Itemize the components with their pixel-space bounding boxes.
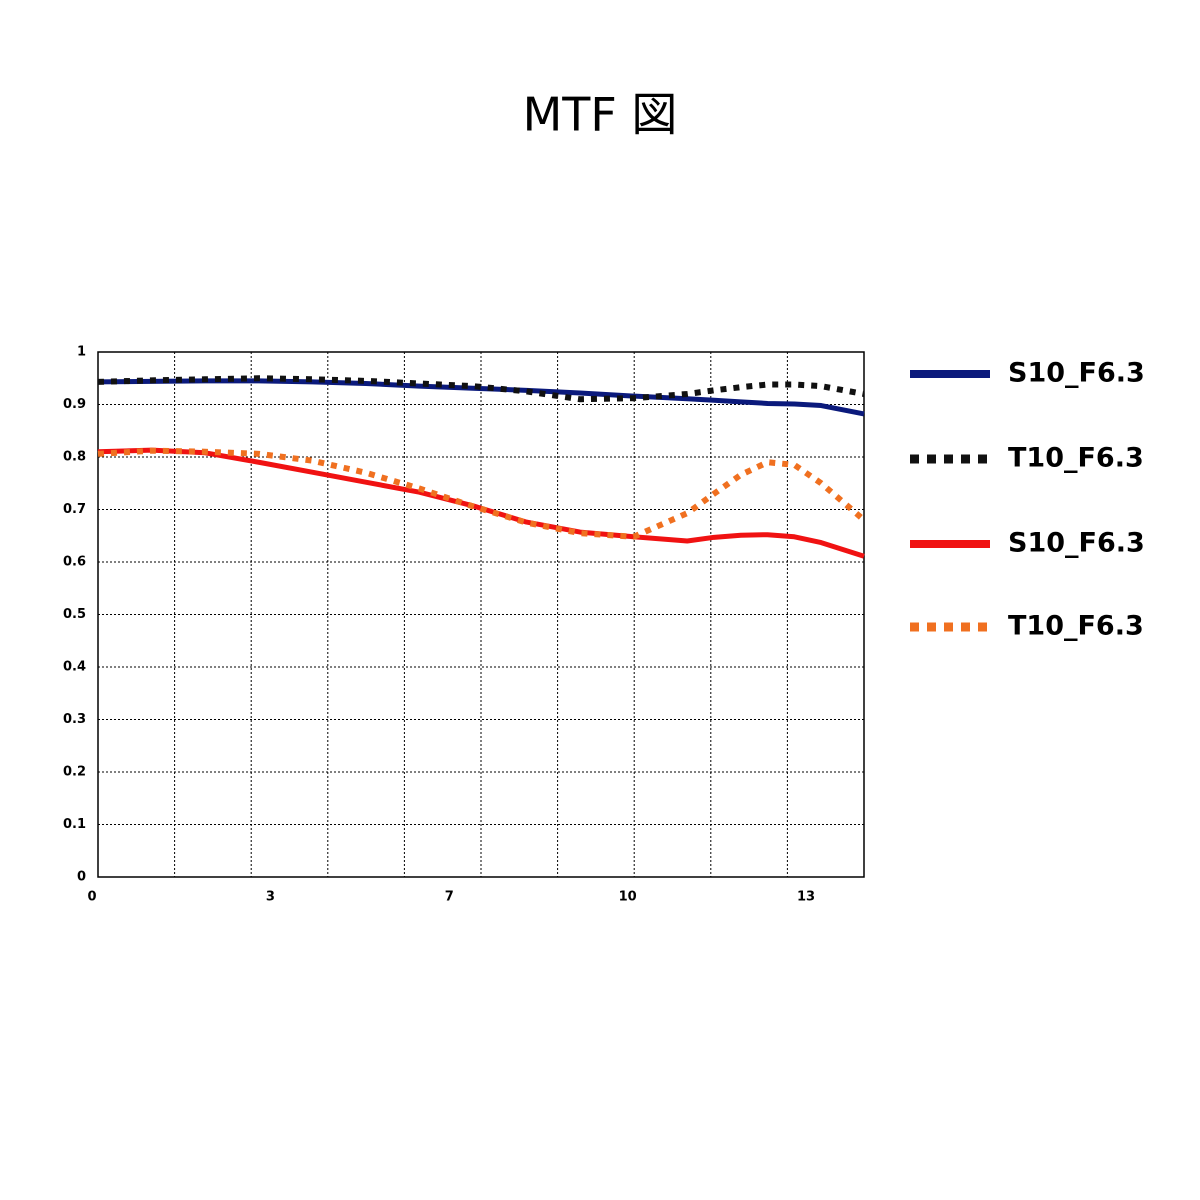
y-tick-label: 0.7 bbox=[63, 502, 86, 517]
legend-label: T10_F6.3 bbox=[1008, 443, 1144, 474]
legend-label: T10_F6.3 bbox=[1008, 611, 1144, 642]
legend-label: S10_F6.3 bbox=[1008, 358, 1145, 389]
y-tick-label: 0.3 bbox=[63, 712, 86, 727]
legend-label: S10_F6.3 bbox=[1008, 528, 1145, 559]
y-tick-label: 0.4 bbox=[63, 660, 86, 675]
y-tick-label: 1 bbox=[77, 345, 86, 360]
series-line bbox=[97, 375, 865, 403]
chart-title: MTF 図 bbox=[523, 88, 678, 142]
x-tick-label: 7 bbox=[445, 890, 454, 905]
y-tick-label: 0.1 bbox=[63, 817, 86, 832]
y-tick-label: 0.6 bbox=[63, 555, 86, 570]
series-line bbox=[97, 447, 866, 540]
x-tick-label: 13 bbox=[797, 890, 815, 905]
x-tick-label: 10 bbox=[619, 890, 637, 905]
plot-area bbox=[97, 351, 865, 878]
x-tick-label: 0 bbox=[87, 890, 96, 905]
y-tick-label: 0.8 bbox=[63, 450, 86, 465]
series-line bbox=[97, 447, 865, 559]
y-tick-label: 0 bbox=[77, 870, 86, 885]
series-line bbox=[97, 378, 865, 417]
y-tick-label: 0.9 bbox=[63, 397, 86, 412]
x-tick-label: 3 bbox=[266, 890, 275, 905]
y-tick-label: 0.5 bbox=[63, 607, 86, 622]
y-tick-label: 0.2 bbox=[63, 765, 86, 780]
